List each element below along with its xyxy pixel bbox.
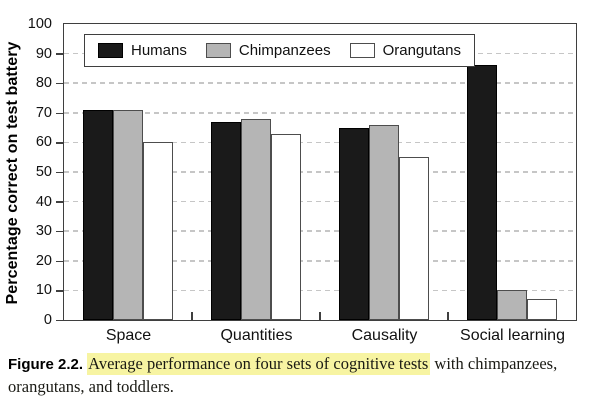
gridline-40 [64,200,576,203]
bar-humans-causality [339,127,369,320]
legend-label-chimpanzees: Chimpanzees [238,42,331,59]
y-tick-label-70: 70 [35,104,52,121]
y-tick-label-100: 100 [27,16,52,32]
figure-caption-rest-line1: with chimpanzees, [430,354,558,373]
legend-label-humans: Humans [131,42,187,59]
legend-item-humans: Humans [98,42,187,59]
legend-swatch-chimpanzees [205,43,231,58]
bar-chimpanzees-space [113,109,143,320]
bar-chart: Percentage correct on test battery Human… [4,16,577,344]
figure-caption-highlight: Average performance on four sets of cogn… [87,353,431,375]
legend-swatch-orangutans [349,43,375,58]
gridline-70 [64,112,576,114]
y-axis-tick-0 [56,319,63,322]
figure-caption-label: Figure 2.2. [8,356,84,373]
x-category-label-quantities: Quantities [220,326,293,344]
y-axis-tick-20 [56,260,63,263]
figure-caption-line2: orangutans, and toddlers. [8,377,174,396]
y-axis-tick-60 [56,142,63,144]
y-axis-tick-70 [56,112,63,115]
y-tick-label-30: 30 [35,223,52,240]
plot-area: Humans Chimpanzees Orangutans [63,23,577,321]
y-tick-label-20: 20 [35,252,52,269]
y-tick-label-80: 80 [35,75,52,92]
gridline-50 [64,171,576,173]
bar-chimpanzees-quantities [241,118,271,320]
y-tick-label-60: 60 [35,134,52,151]
y-tick-label-10: 10 [35,282,52,299]
y-axis-tick-50 [56,171,63,174]
y-tick-label-0: 0 [43,312,52,328]
gridline-60 [64,141,576,144]
gridline-20 [64,260,576,262]
x-axis-separator-tick-3 [447,312,449,320]
legend-item-chimpanzees: Chimpanzees [205,42,331,59]
x-category-label-causality: Causality [351,326,418,344]
bar-chimpanzees-social-learning [497,290,527,320]
bar-orangutans-space [143,142,173,320]
y-axis-tick-90 [56,53,63,55]
x-axis-separator-tick-1 [191,312,193,320]
y-axis-tick-40 [56,201,63,203]
y-axis-tick-30 [56,230,63,233]
legend-swatch-humans [98,43,123,58]
bar-chimpanzees-causality [369,124,399,320]
x-category-label-space: Space [105,326,152,344]
figure-caption: Figure 2.2. Average performance on four … [8,353,594,398]
bar-humans-quantities [211,121,241,320]
y-axis-tick-80 [56,82,63,85]
legend-item-orangutans: Orangutans [349,42,461,59]
y-tick-label-40: 40 [35,193,52,210]
legend-label-orangutans: Orangutans [382,42,461,59]
y-tick-label-90: 90 [35,45,52,62]
bar-orangutans-social-learning [527,299,557,320]
bar-orangutans-quantities [271,133,301,320]
gridline-80 [64,82,576,84]
gridline-10 [64,289,576,292]
x-category-label-social-learning: Social learning [460,326,565,344]
bar-humans-social-learning [467,65,497,320]
x-axis-separator-tick-2 [319,312,321,320]
bar-humans-space [83,109,113,320]
y-axis-tick-10 [56,290,63,292]
legend: Humans Chimpanzees Orangutans [84,34,475,67]
y-tick-label-50: 50 [35,164,52,180]
bar-orangutans-causality [399,157,429,320]
gridline-30 [64,230,576,232]
